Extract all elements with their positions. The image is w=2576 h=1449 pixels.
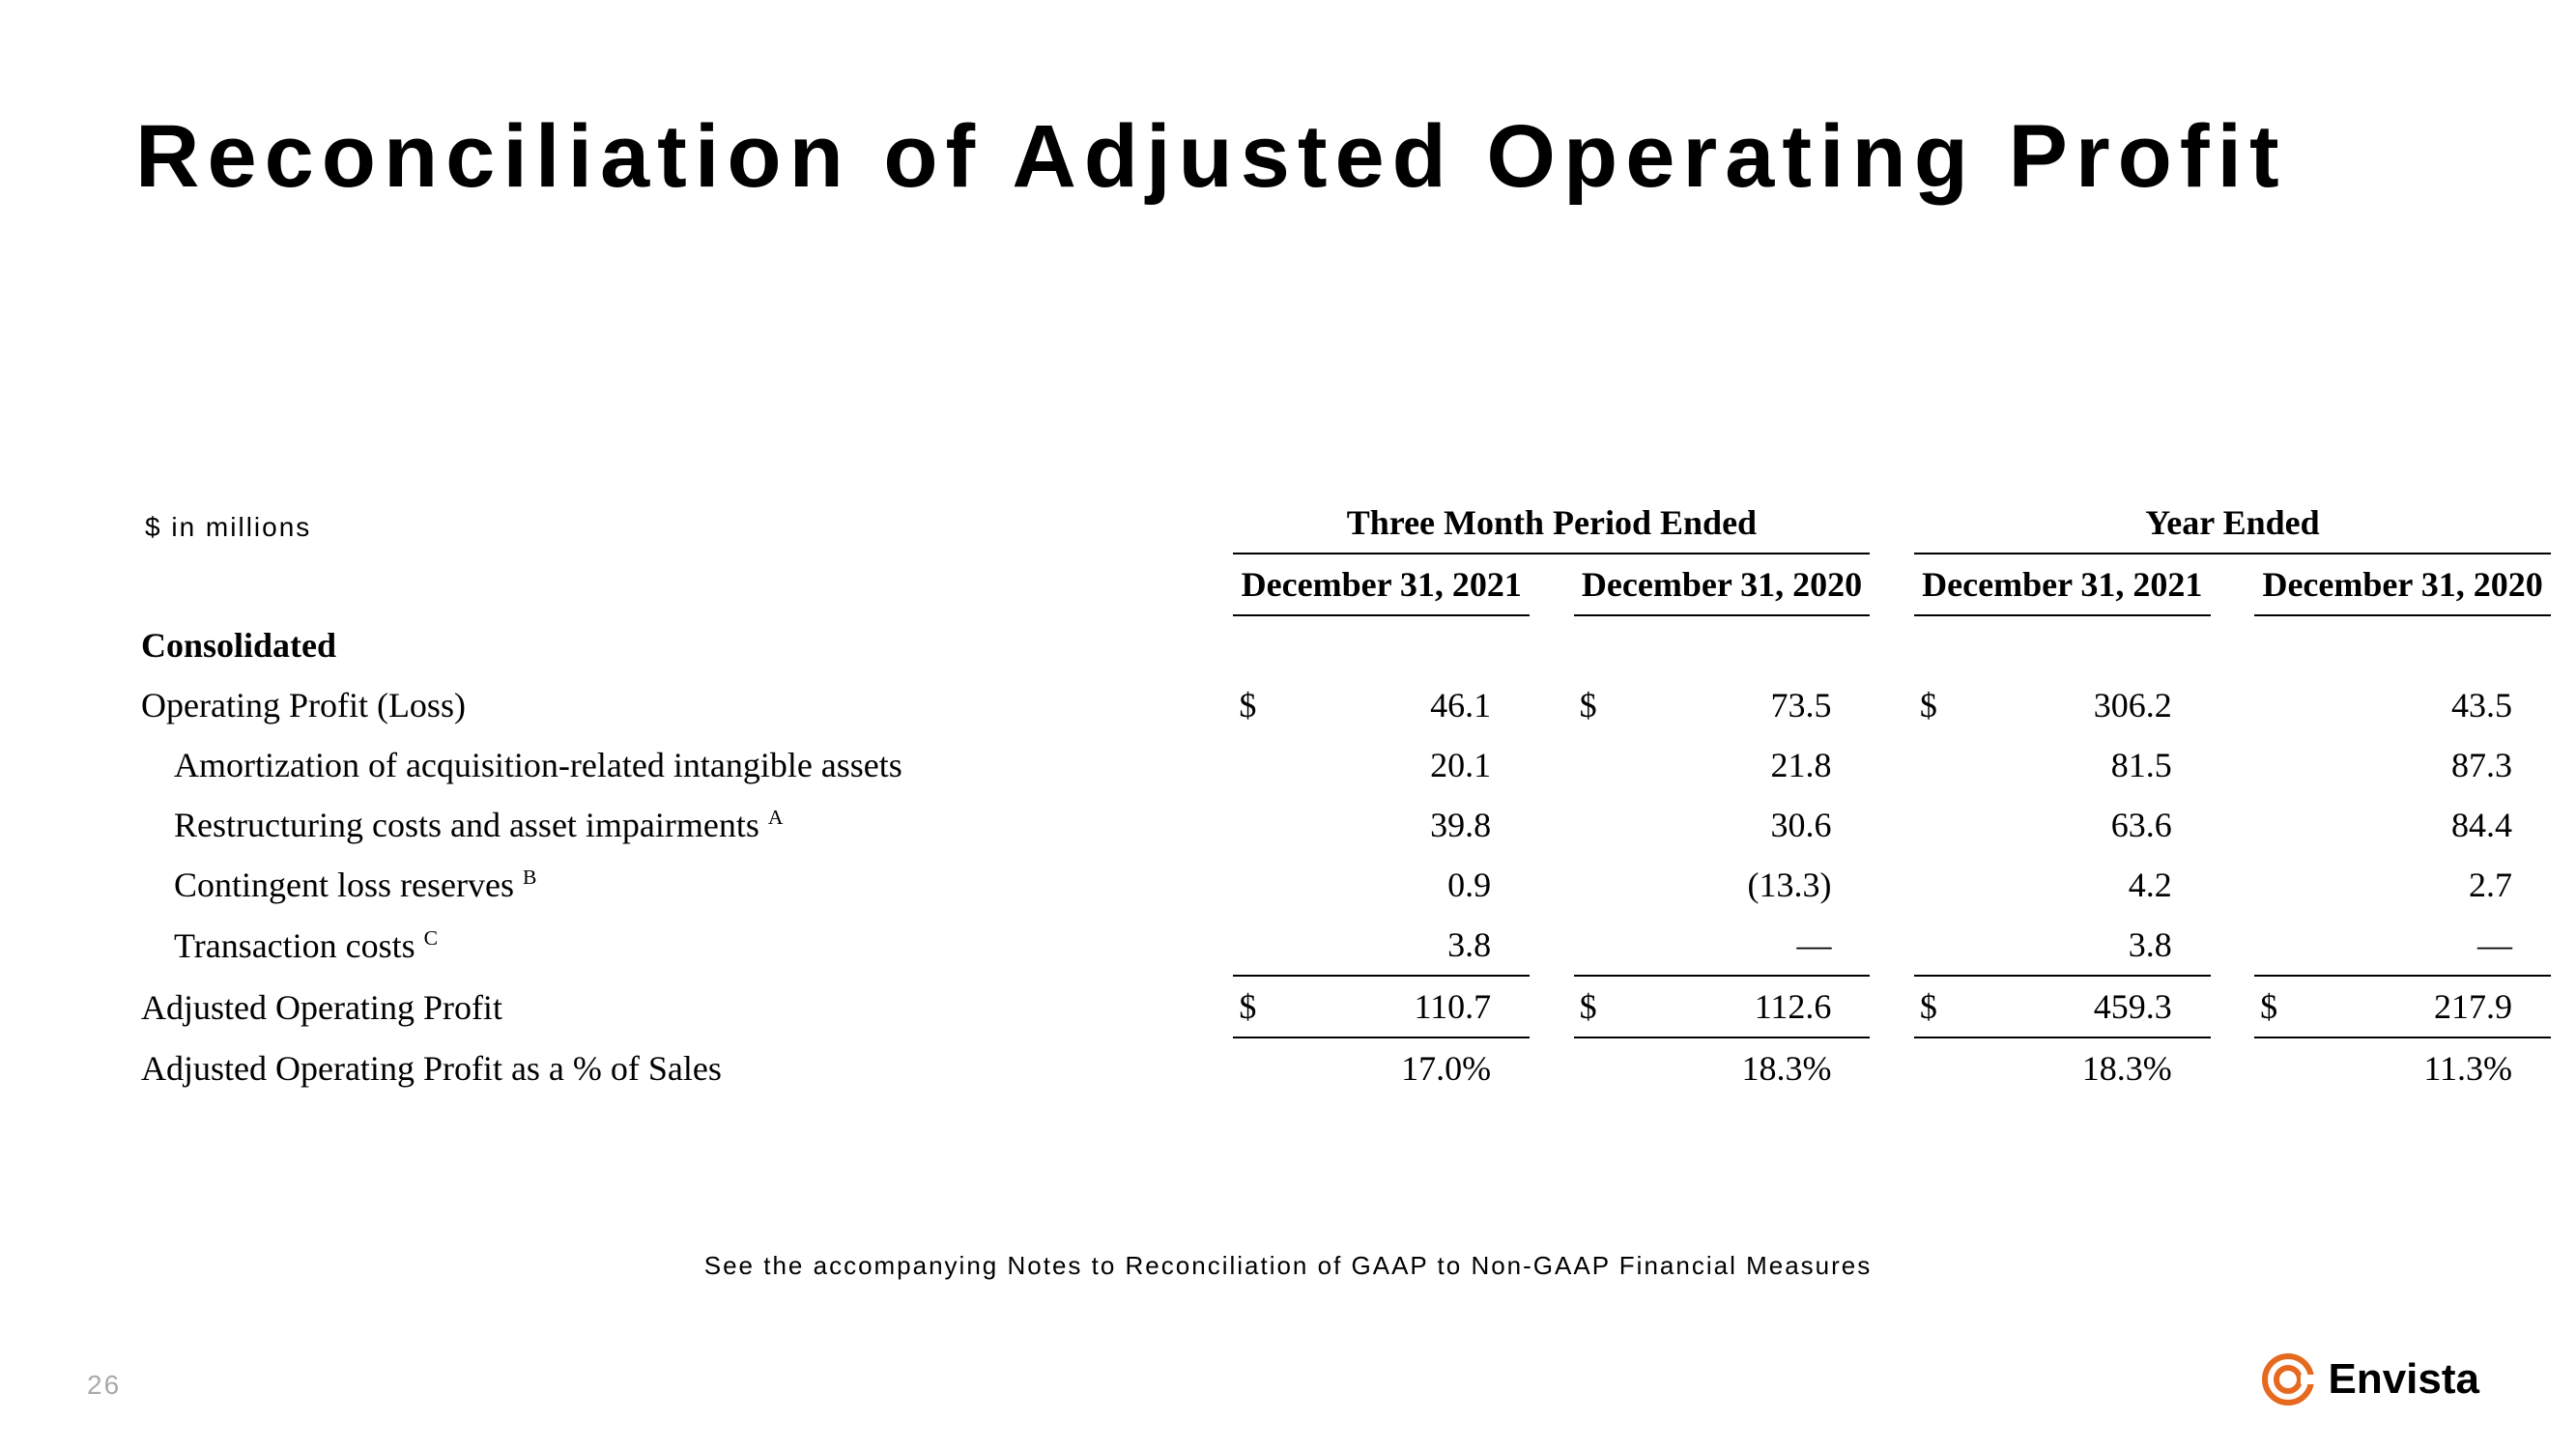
currency-symbol: $ bbox=[1574, 976, 1617, 1037]
table-row: Contingent loss reserves B 0.9 (13.3) 4.… bbox=[135, 855, 2551, 915]
cell-value: 46.1 bbox=[1277, 675, 1530, 735]
cell-value: 3.8 bbox=[1277, 915, 1530, 976]
table-row: Transaction costs C 3.8 — 3.8 — bbox=[135, 915, 2551, 976]
table-row: Restructuring costs and asset impairment… bbox=[135, 795, 2551, 855]
page-title: Reconciliation of Adjusted Operating Pro… bbox=[135, 106, 2287, 208]
row-label: Adjusted Operating Profit as a % of Sale… bbox=[135, 1037, 1233, 1098]
cell-value: 30.6 bbox=[1617, 795, 1870, 855]
cell-value: 112.6 bbox=[1617, 976, 1870, 1037]
cell-value: 73.5 bbox=[1617, 675, 1870, 735]
cell-value: 306.2 bbox=[1958, 675, 2210, 735]
footnote-text: See the accompanying Notes to Reconcilia… bbox=[0, 1251, 2576, 1281]
cell-value: 18.3% bbox=[1958, 1037, 2210, 1098]
envista-logo-icon bbox=[2262, 1353, 2314, 1406]
cell-value: 0.9 bbox=[1277, 855, 1530, 915]
cell-value: 3.8 bbox=[1958, 915, 2210, 976]
cell-value: (13.3) bbox=[1617, 855, 1870, 915]
table-row: Adjusted Operating Profit $110.7 $112.6 … bbox=[135, 976, 2551, 1037]
col-header-3: December 31, 2021 bbox=[1914, 554, 2211, 615]
cell-value: 2.7 bbox=[2299, 855, 2551, 915]
col-header-1: December 31, 2021 bbox=[1233, 554, 1530, 615]
currency-symbol: $ bbox=[1914, 675, 1958, 735]
page-number: 26 bbox=[87, 1370, 121, 1401]
currency-symbol: $ bbox=[2254, 976, 2298, 1037]
currency-symbol: $ bbox=[1233, 976, 1276, 1037]
cell-value: 84.4 bbox=[2299, 795, 2551, 855]
col-header-4: December 31, 2020 bbox=[2254, 554, 2551, 615]
cell-value: 21.8 bbox=[1617, 735, 1870, 795]
row-label: Adjusted Operating Profit bbox=[135, 976, 1233, 1037]
row-label: Restructuring costs and asset impairment… bbox=[135, 795, 1233, 855]
cell-value: — bbox=[2299, 915, 2551, 976]
table-row: Amortization of acquisition-related inta… bbox=[135, 735, 2551, 795]
currency-symbol bbox=[2254, 675, 2298, 735]
cell-value: 39.8 bbox=[1277, 795, 1530, 855]
cell-value: 110.7 bbox=[1277, 976, 1530, 1037]
cell-value: 17.0% bbox=[1277, 1037, 1530, 1098]
cell-value: 43.5 bbox=[2299, 675, 2551, 735]
cell-value: 87.3 bbox=[2299, 735, 2551, 795]
table-row: Adjusted Operating Profit as a % of Sale… bbox=[135, 1037, 2551, 1098]
currency-symbol: $ bbox=[1914, 976, 1958, 1037]
col-header-2: December 31, 2020 bbox=[1574, 554, 1871, 615]
cell-value: 18.3% bbox=[1617, 1037, 1870, 1098]
table-row: Operating Profit (Loss) $46.1 $73.5 $306… bbox=[135, 675, 2551, 735]
row-label: Contingent loss reserves B bbox=[135, 855, 1233, 915]
period-group-1: Three Month Period Ended bbox=[1233, 493, 1870, 554]
currency-symbol: $ bbox=[1233, 675, 1276, 735]
cell-value: 4.2 bbox=[1958, 855, 2210, 915]
cell-value: 11.3% bbox=[2299, 1037, 2551, 1098]
brand-logo: Envista bbox=[2262, 1353, 2479, 1406]
reconciliation-table: Three Month Period Ended Year Ended Dece… bbox=[135, 493, 2551, 1098]
cell-value: — bbox=[1617, 915, 1870, 976]
cell-value: 81.5 bbox=[1958, 735, 2210, 795]
section-label: Consolidated bbox=[135, 615, 1233, 675]
period-group-2: Year Ended bbox=[1914, 493, 2551, 554]
cell-value: 217.9 bbox=[2299, 976, 2551, 1037]
cell-value: 20.1 bbox=[1277, 735, 1530, 795]
row-label: Operating Profit (Loss) bbox=[135, 675, 1233, 735]
currency-symbol: $ bbox=[1574, 675, 1617, 735]
cell-value: 459.3 bbox=[1958, 976, 2210, 1037]
brand-logo-text: Envista bbox=[2328, 1355, 2479, 1404]
row-label: Transaction costs C bbox=[135, 915, 1233, 976]
cell-value: 63.6 bbox=[1958, 795, 2210, 855]
row-label: Amortization of acquisition-related inta… bbox=[135, 735, 1233, 795]
